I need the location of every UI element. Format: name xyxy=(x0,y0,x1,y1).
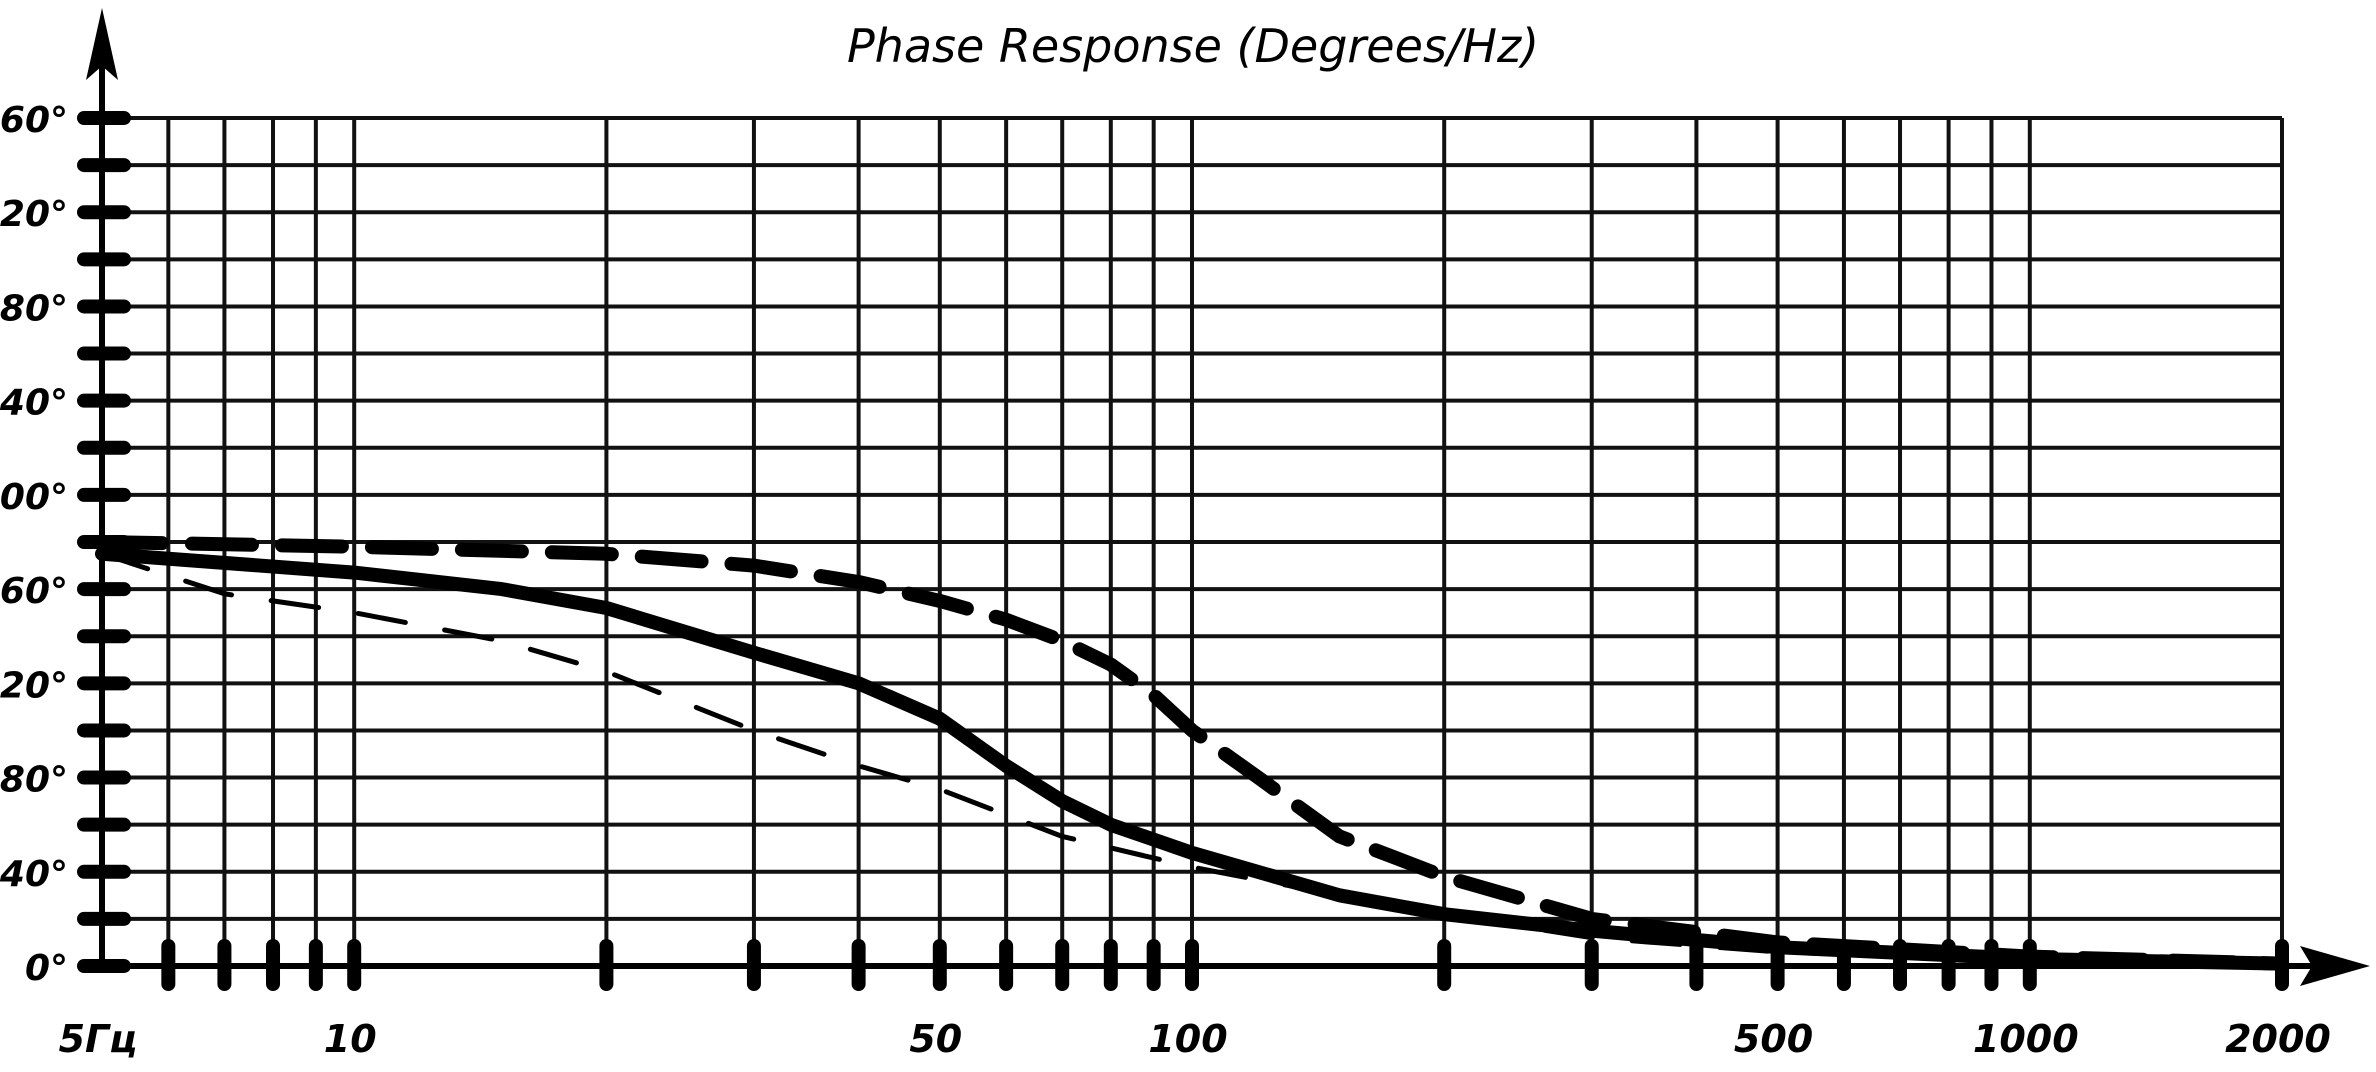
y-tick-label: 0° xyxy=(25,948,68,989)
series-2-point xyxy=(1339,836,1340,837)
y-tick-label: 280° xyxy=(0,288,68,329)
y-tick-label: 40° xyxy=(0,854,68,895)
x-tick-label: 50 xyxy=(909,1017,962,1061)
series-1-point xyxy=(939,718,940,719)
series-1-point xyxy=(1192,852,1193,853)
series-3-point xyxy=(939,789,940,790)
series-2-point xyxy=(1110,664,1111,665)
chart-title: Phase Response (Degrees/Hz) xyxy=(847,19,1539,73)
y-tick-label: 160° xyxy=(0,571,68,612)
series-2-point xyxy=(1006,619,1007,620)
series-2-point xyxy=(606,553,607,554)
series-2-point xyxy=(1192,730,1193,731)
series-3-point xyxy=(354,612,355,613)
y-tick-label: 200° xyxy=(0,477,68,518)
series-2-point xyxy=(858,582,859,583)
y-tick-label: 120° xyxy=(0,665,68,706)
series-1-point xyxy=(1591,930,1592,931)
x-tick-label: 500 xyxy=(1734,1017,1813,1061)
series-3-point xyxy=(501,640,502,641)
x-axis-arrow xyxy=(2300,946,2370,986)
x-tick-label: 2000 xyxy=(2225,1017,2331,1061)
y-axis-arrow xyxy=(86,8,118,80)
series-2-point xyxy=(1258,777,1259,778)
series-1-point xyxy=(354,572,355,573)
y-tick-label: 360° xyxy=(0,100,68,141)
chart-axes xyxy=(86,8,2370,986)
series-2-point xyxy=(939,600,940,601)
series-3-point xyxy=(1192,867,1193,868)
series-3-point xyxy=(1591,937,1592,938)
series-3-point xyxy=(1062,836,1063,837)
y-tick-label: 80° xyxy=(0,760,68,801)
y-tick-label: 320° xyxy=(0,194,68,235)
series-2-point xyxy=(753,565,754,566)
series-1-point xyxy=(1062,801,1063,802)
series-3-point xyxy=(753,730,754,731)
series-1-point xyxy=(1006,765,1007,766)
chart-ticks xyxy=(77,111,2289,991)
series-line-2 xyxy=(95,535,2289,971)
series-2-point xyxy=(1591,918,1592,919)
series-2-point xyxy=(354,546,355,547)
y-tick-label: 240° xyxy=(0,383,68,424)
series-3-point xyxy=(606,671,607,672)
x-tick-label: 5Гц xyxy=(59,1017,138,1061)
series-1-point xyxy=(501,589,502,590)
series-1-point xyxy=(606,607,607,608)
series-1-point xyxy=(858,683,859,684)
series-2-point xyxy=(1444,876,1445,877)
series-3-point xyxy=(858,765,859,766)
series-2-point xyxy=(1153,695,1154,696)
chart-series-layer xyxy=(95,535,2289,971)
x-tick-label: 1000 xyxy=(1973,1017,2079,1061)
chart-tick-labels: 0° 40° 80° 120° 160° 200° 240° 280° 320° 360° 5Гц 1… xyxy=(0,100,2331,1061)
series-2-point xyxy=(1062,640,1063,641)
series-1-point xyxy=(1110,824,1111,825)
series-1-point xyxy=(753,652,754,653)
series-3-point xyxy=(1339,895,1340,896)
chart-grid xyxy=(102,116,2284,966)
series-3-point xyxy=(224,593,225,594)
x-tick-label: 10 xyxy=(324,1017,377,1061)
x-tick-label: 100 xyxy=(1148,1017,1227,1061)
series-line-1 xyxy=(95,546,2289,971)
series-line-3 xyxy=(99,551,2033,964)
series-3-point xyxy=(1444,914,1445,915)
